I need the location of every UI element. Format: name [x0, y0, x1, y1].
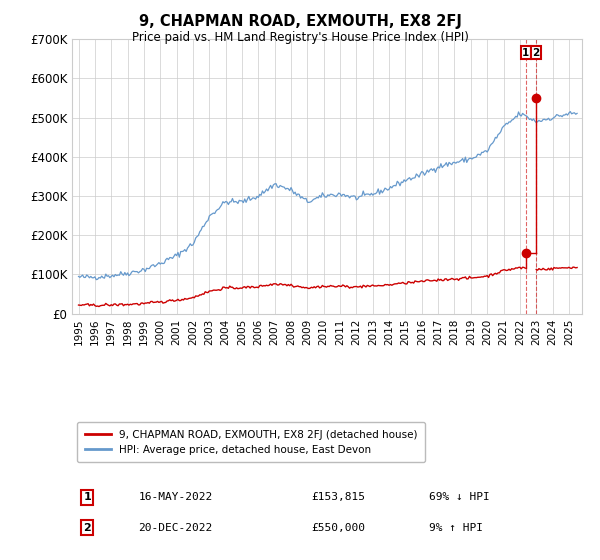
Legend: 9, CHAPMAN ROAD, EXMOUTH, EX8 2FJ (detached house), HPI: Average price, detached: 9, CHAPMAN ROAD, EXMOUTH, EX8 2FJ (detac… — [77, 422, 425, 462]
Text: 69% ↓ HPI: 69% ↓ HPI — [429, 492, 490, 502]
Text: 2: 2 — [83, 522, 91, 533]
Text: £550,000: £550,000 — [312, 522, 366, 533]
Text: £153,815: £153,815 — [312, 492, 366, 502]
Text: 9, CHAPMAN ROAD, EXMOUTH, EX8 2FJ: 9, CHAPMAN ROAD, EXMOUTH, EX8 2FJ — [139, 14, 461, 29]
Text: 2: 2 — [532, 48, 539, 58]
Text: 1: 1 — [83, 492, 91, 502]
Text: 1: 1 — [523, 48, 530, 58]
Text: 9% ↑ HPI: 9% ↑ HPI — [429, 522, 483, 533]
Text: Price paid vs. HM Land Registry's House Price Index (HPI): Price paid vs. HM Land Registry's House … — [131, 31, 469, 44]
Text: 20-DEC-2022: 20-DEC-2022 — [139, 522, 212, 533]
Text: 16-MAY-2022: 16-MAY-2022 — [139, 492, 212, 502]
